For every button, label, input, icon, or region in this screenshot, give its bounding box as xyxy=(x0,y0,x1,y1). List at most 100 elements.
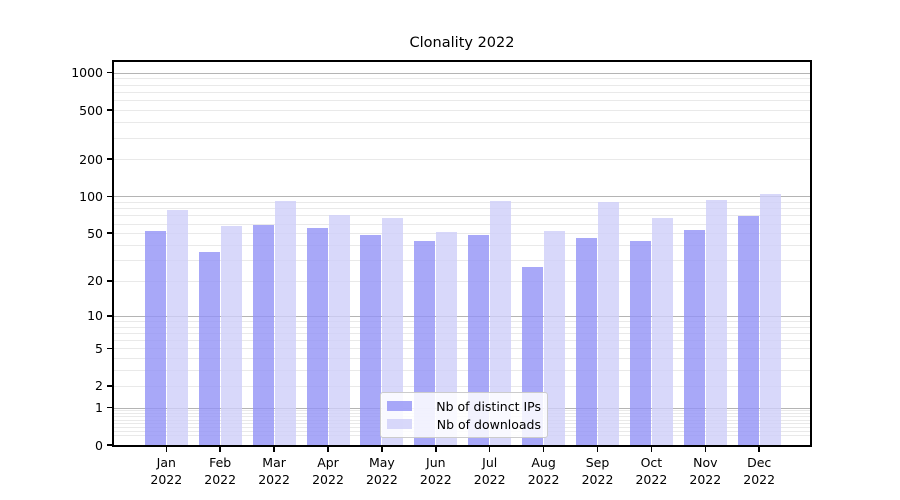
x-tick-jan xyxy=(165,447,168,452)
legend-label-downloads: Nb of downloads xyxy=(436,416,541,432)
plot-area: Nb of distinct IPs Nb of downloads xyxy=(112,60,812,447)
gridline-minor-4 xyxy=(114,358,810,360)
bar-distinct-ips-feb xyxy=(198,251,220,445)
y-tick-10 xyxy=(107,315,112,317)
x-tick-label-jul: Jul 2022 xyxy=(464,455,516,488)
x-tick-dec xyxy=(758,447,760,452)
bar-distinct-ips-sep xyxy=(576,237,597,445)
x-tick-month: Feb xyxy=(209,455,232,470)
x-tick-label-nov: Nov 2022 xyxy=(679,455,731,488)
bar-downloads-aug xyxy=(544,231,566,445)
y-tick-label-10: 10 xyxy=(87,308,103,324)
bar-distinct-ips-jan xyxy=(144,231,166,445)
gridline-minor-300 xyxy=(114,137,810,139)
x-tick-year: 2022 xyxy=(204,471,237,487)
bar-distinct-ips-may xyxy=(360,235,382,445)
gridline-minor-8 xyxy=(114,326,810,328)
x-tick-month: Apr xyxy=(317,455,339,470)
gridline-minor-900 xyxy=(114,78,810,80)
gridline-major-100 xyxy=(114,196,810,198)
y-tick-1 xyxy=(107,406,112,409)
x-tick-oct xyxy=(650,447,653,452)
x-tick-label-mar: Mar 2022 xyxy=(248,455,300,488)
y-tick-label-2: 2 xyxy=(95,378,103,394)
bar-distinct-ips-oct xyxy=(629,241,651,445)
x-tick-label-sep: Sep 2022 xyxy=(572,455,624,488)
x-tick-month: Jan xyxy=(156,455,176,470)
gridline-minor-500 xyxy=(114,110,810,111)
x-tick-month: May xyxy=(368,455,395,470)
y-tick-label-1000: 1000 xyxy=(71,65,103,81)
gridline-minor-60 xyxy=(114,223,810,225)
y-tick-label-5: 5 xyxy=(95,340,103,356)
x-tick-year: 2022 xyxy=(689,471,722,487)
x-tick-jul xyxy=(488,447,491,452)
gridline-minor-700 xyxy=(114,91,810,93)
x-tick-year: 2022 xyxy=(635,471,668,487)
x-tick-label-dec: Dec 2022 xyxy=(733,455,785,488)
x-tick-label-aug: Aug 2022 xyxy=(518,455,570,488)
bar-downloads-mar xyxy=(274,200,296,445)
x-tick-label-may: May 2022 xyxy=(356,455,408,488)
x-tick-apr xyxy=(327,447,329,452)
x-tick-year: 2022 xyxy=(527,471,560,487)
bar-distinct-ips-mar xyxy=(252,225,274,445)
bar-downloads-dec xyxy=(759,194,781,445)
bar-downloads-nov xyxy=(705,200,727,445)
y-tick-label-50: 50 xyxy=(87,225,103,241)
bar-distinct-ips-apr xyxy=(306,228,328,445)
bar-downloads-oct xyxy=(651,217,673,445)
gridline-minor-200 xyxy=(114,159,810,161)
x-tick-month: Jun xyxy=(426,455,446,470)
x-tick-label-jun: Jun 2022 xyxy=(410,455,462,488)
bar-downloads-apr xyxy=(328,215,350,445)
x-tick-jun xyxy=(435,447,437,452)
gridline-major-10 xyxy=(114,315,810,317)
x-tick-month: Mar xyxy=(262,455,286,470)
x-tick-label-jan: Jan 2022 xyxy=(140,455,192,488)
x-tick-month: Dec xyxy=(747,455,772,470)
x-tick-year: 2022 xyxy=(365,471,398,487)
legend-swatch-downloads xyxy=(387,419,412,429)
gridline-minor-50 xyxy=(114,233,810,235)
x-tick-month: Sep xyxy=(585,455,610,470)
x-tick-month: Aug xyxy=(531,455,556,470)
gridline-minor-40 xyxy=(114,244,810,246)
bar-downloads-feb xyxy=(220,226,242,445)
y-tick-label-1: 1 xyxy=(95,400,103,416)
x-tick-year: 2022 xyxy=(150,471,183,487)
x-tick-feb xyxy=(219,447,221,452)
x-tick-year: 2022 xyxy=(258,471,290,487)
y-tick-label-200: 200 xyxy=(79,151,103,167)
gridline-minor-5 xyxy=(114,348,810,350)
x-tick-year: 2022 xyxy=(581,471,614,487)
gridline-minor-600 xyxy=(114,100,810,102)
bar-downloads-may xyxy=(382,218,404,445)
x-tick-month: Oct xyxy=(640,455,663,470)
bar-downloads-sep xyxy=(598,201,619,445)
gridline-minor-7 xyxy=(114,332,810,334)
y-tick-20 xyxy=(107,280,112,282)
x-tick-label-apr: Apr 2022 xyxy=(302,455,354,488)
y-tick-label-20: 20 xyxy=(87,273,103,289)
y-tick-2 xyxy=(107,385,112,387)
gridline-minor-20 xyxy=(114,280,810,282)
gridline-minor-800 xyxy=(114,84,810,86)
legend: Nb of distinct IPs Nb of downloads xyxy=(380,392,548,438)
y-tick-label-100: 100 xyxy=(79,188,103,204)
gridline-minor-3 xyxy=(114,370,810,372)
x-tick-year: 2022 xyxy=(743,471,776,487)
x-tick-mar xyxy=(273,447,275,452)
chart-title: Clonality 2022 xyxy=(409,35,515,51)
y-tick-0 xyxy=(107,444,112,446)
x-tick-label-feb: Feb 2022 xyxy=(194,455,246,488)
x-tick-sep xyxy=(596,447,599,452)
x-tick-label-oct: Oct 2022 xyxy=(625,455,677,488)
gridline-minor-6 xyxy=(114,340,810,342)
y-tick-50 xyxy=(107,232,112,234)
bar-distinct-ips-dec xyxy=(737,216,759,445)
gridline-minor-90 xyxy=(114,201,810,203)
x-tick-month: Nov xyxy=(693,455,718,470)
gridline-minor-2 xyxy=(114,385,810,387)
